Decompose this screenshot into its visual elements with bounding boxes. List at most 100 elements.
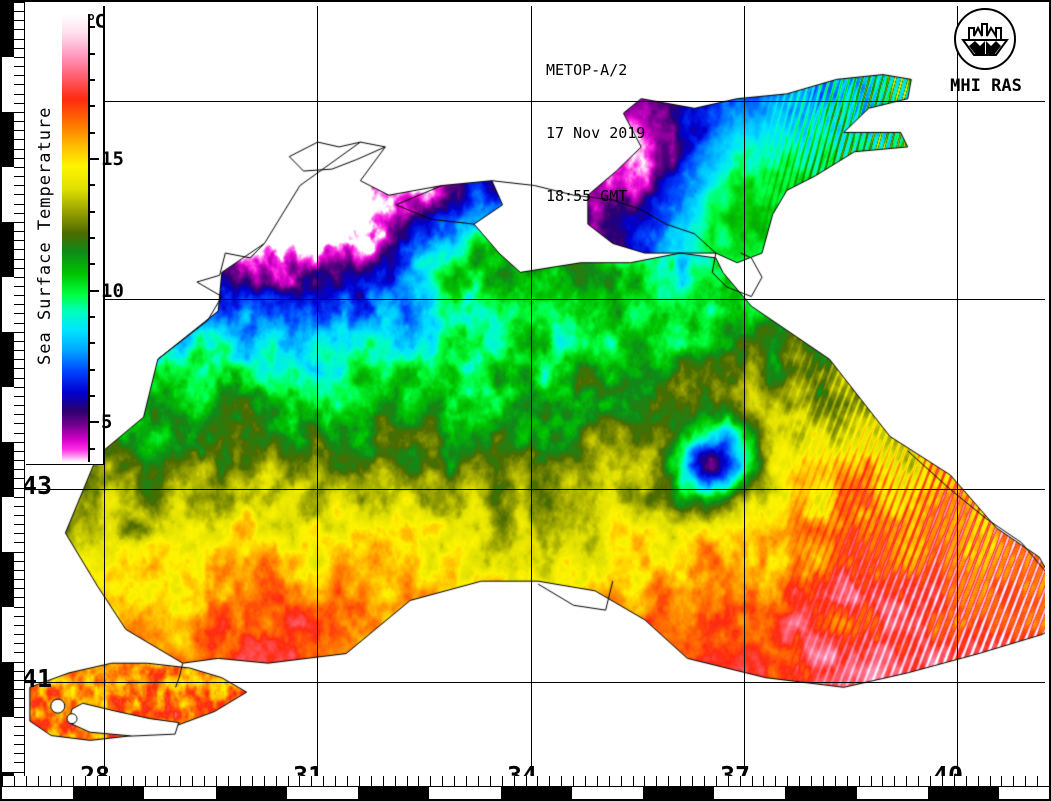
minute-tick (656, 776, 658, 787)
minute-tick (216, 776, 218, 787)
minute-tick (14, 615, 25, 617)
axis-label-lat-41: 41 (22, 664, 53, 693)
minute-tick (14, 579, 25, 581)
minute-tick (930, 776, 932, 787)
mhi-ras-emblem-icon (954, 8, 1016, 70)
bottom-degree-bar (2, 787, 1049, 799)
minute-tick (14, 258, 25, 260)
minute-tick (834, 776, 836, 787)
colorbar-minor-tick (88, 184, 95, 187)
minute-tick (192, 776, 194, 787)
header-annotation: METOP-A/2 17 Nov 2019 18:55 GMT (546, 18, 645, 249)
minute-tick (14, 2, 25, 3)
minute-tick (14, 102, 25, 104)
minute-tick (14, 771, 25, 773)
minute-tick (14, 670, 25, 672)
minute-tick (14, 38, 25, 40)
satellite-label: METOP-A/2 (546, 61, 628, 79)
colorbar-tick-label-10: 10 (101, 279, 124, 302)
minute-tick (989, 776, 991, 787)
colorbar-minor-tick (88, 105, 95, 108)
minute-tick (14, 478, 25, 480)
minute-tick (442, 776, 444, 787)
degree-symbol: o (88, 10, 95, 23)
minute-tick (14, 185, 25, 187)
minute-tick (703, 776, 705, 787)
minute-tick (953, 776, 955, 787)
minute-tick (14, 533, 25, 535)
minute-tick (525, 776, 527, 787)
minute-tick (14, 569, 25, 571)
degree-block (785, 787, 857, 799)
minute-tick (251, 776, 253, 787)
minute-tick (14, 414, 25, 416)
minute-tick (14, 276, 25, 278)
minute-tick (1001, 776, 1003, 787)
minute-tick (14, 652, 25, 654)
minute-tick (14, 661, 25, 663)
map-plot-area[interactable] (26, 6, 1045, 790)
minute-tick (14, 56, 25, 58)
minute-tick (14, 744, 25, 746)
colorbar-minor-tick (88, 26, 95, 29)
minute-tick (14, 487, 25, 489)
minute-tick (275, 776, 277, 787)
minute-tick (739, 776, 741, 787)
minute-tick (14, 643, 25, 645)
minute-tick (477, 776, 479, 787)
minute-tick (941, 776, 943, 787)
minute-tick (14, 194, 25, 196)
minute-tick (14, 624, 25, 626)
minute-tick (906, 776, 908, 787)
minute-tick (14, 322, 25, 324)
degree-block (927, 787, 1000, 799)
minute-tick (418, 776, 420, 787)
minute-tick (14, 395, 25, 397)
minute-tick (14, 148, 25, 150)
minute-tick (584, 776, 586, 787)
minute-tick (14, 331, 25, 333)
degree-block (2, 331, 14, 387)
minute-tick (14, 249, 25, 251)
minute-tick (14, 689, 25, 691)
minute-tick (120, 776, 122, 787)
minute-tick (454, 776, 456, 787)
minute-tick (14, 469, 25, 471)
colorbar-major-tick (88, 157, 99, 160)
minute-tick (14, 679, 25, 681)
degree-block (215, 787, 287, 799)
gridline-lon-37 (744, 6, 745, 790)
colorbar-major-tick (88, 289, 99, 292)
gridline-lon-28 (104, 6, 105, 790)
minute-tick (14, 350, 25, 352)
minute-tick (14, 524, 25, 526)
minute-tick (14, 20, 25, 22)
minute-tick (14, 460, 25, 462)
minute-tick (466, 776, 467, 787)
minute-tick (14, 84, 25, 86)
minute-tick (14, 441, 25, 443)
minute-tick (14, 267, 25, 269)
degree-block (643, 787, 715, 799)
minute-tick (14, 93, 25, 95)
minute-tick (14, 304, 25, 306)
minute-tick (1025, 776, 1027, 787)
minute-tick (180, 776, 182, 787)
minute-tick (358, 776, 360, 787)
minute-tick (858, 776, 860, 787)
colorbar-minor-tick (88, 210, 95, 213)
minute-tick (13, 776, 15, 787)
colorbar-minor-tick (88, 395, 95, 398)
minute-tick (299, 776, 301, 787)
sst-raster-canvas (26, 6, 1045, 790)
minute-tick (573, 776, 575, 787)
minute-tick (144, 776, 146, 787)
minute-tick (14, 716, 25, 718)
minute-tick (14, 368, 25, 370)
minute-tick (14, 606, 25, 608)
minute-tick (775, 776, 777, 787)
colorbar-minor-tick (88, 78, 95, 81)
minute-tick (561, 776, 563, 787)
gridline-lat-45 (26, 299, 1045, 300)
minute-tick (608, 776, 610, 787)
